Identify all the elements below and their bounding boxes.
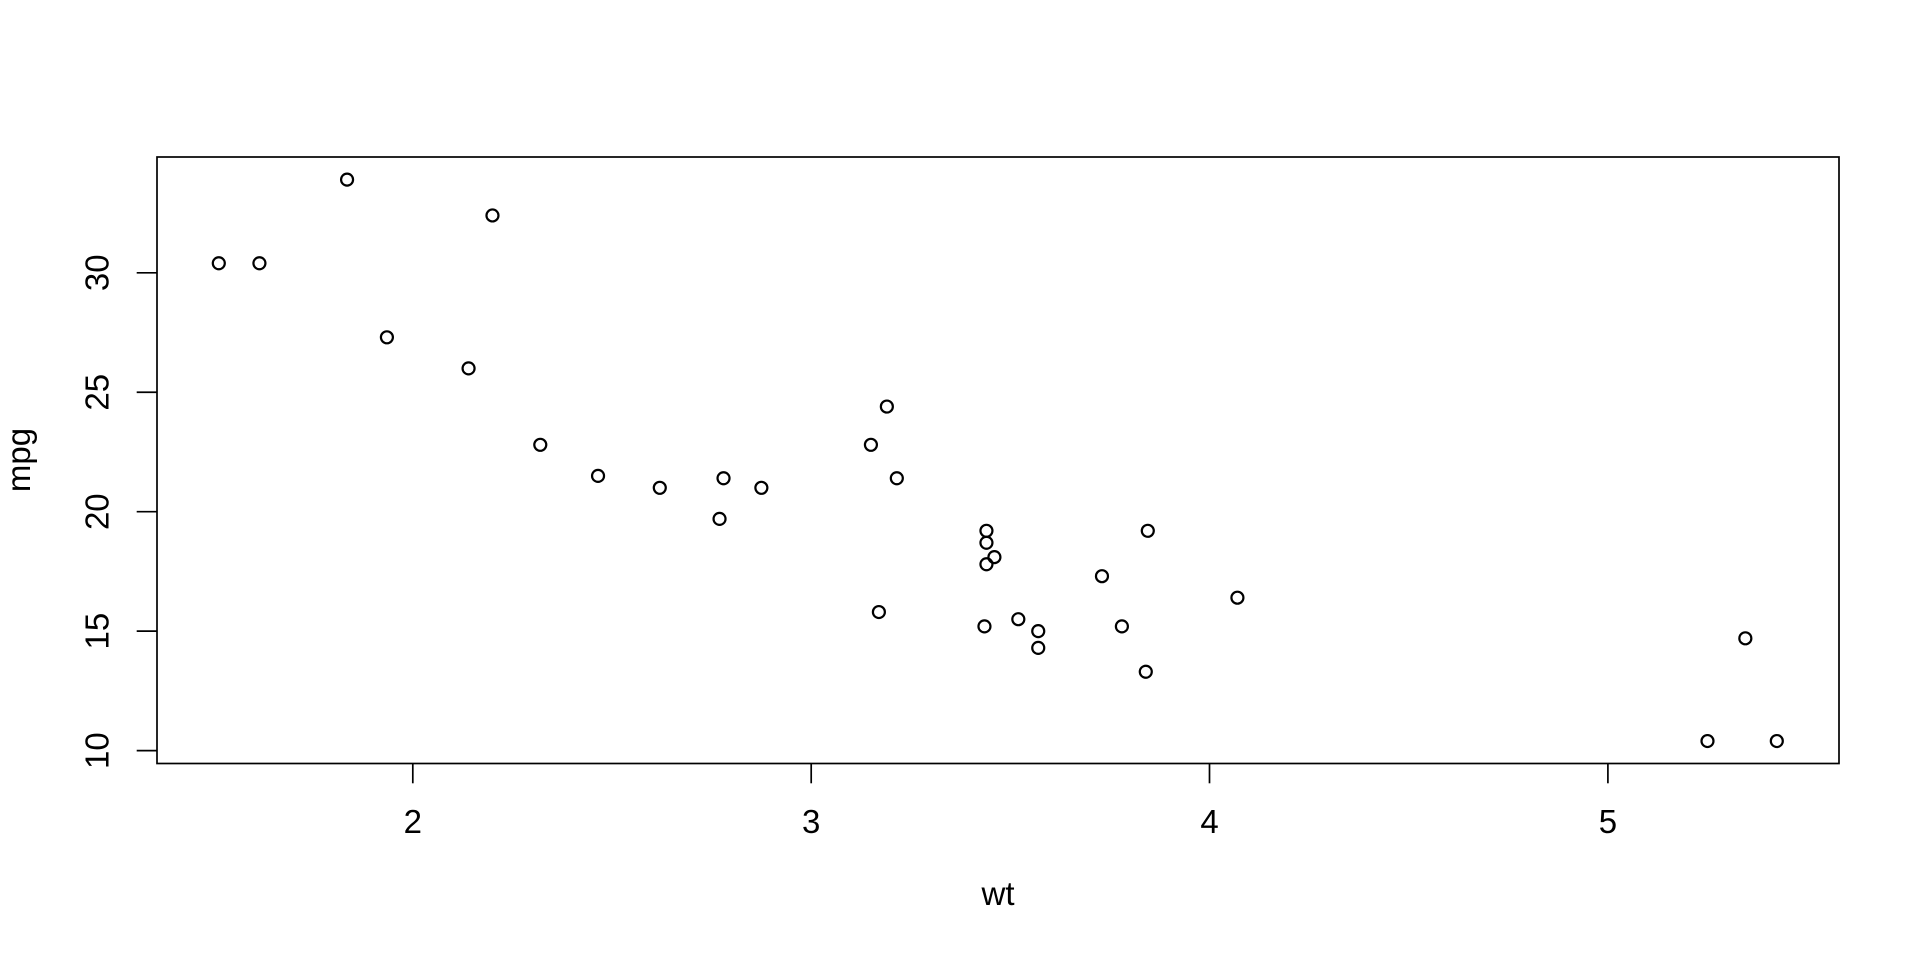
svg-text:2: 2 xyxy=(404,803,422,840)
svg-text:30: 30 xyxy=(79,254,116,291)
svg-text:25: 25 xyxy=(79,374,116,411)
svg-text:5: 5 xyxy=(1599,803,1617,840)
svg-text:4: 4 xyxy=(1200,803,1218,840)
svg-text:3: 3 xyxy=(802,803,820,840)
svg-text:15: 15 xyxy=(79,613,116,650)
svg-text:mpg: mpg xyxy=(0,428,37,492)
svg-text:10: 10 xyxy=(79,732,116,769)
svg-text:20: 20 xyxy=(79,493,116,530)
svg-text:wt: wt xyxy=(981,875,1015,912)
